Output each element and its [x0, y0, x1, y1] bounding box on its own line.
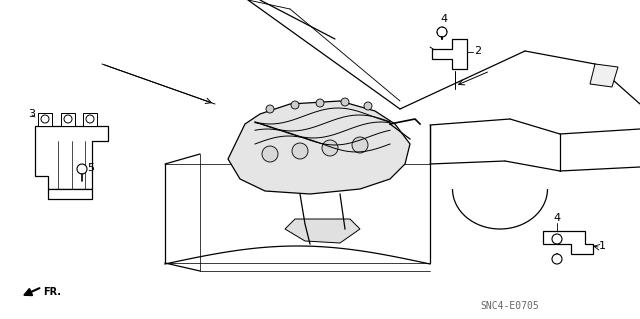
Circle shape — [552, 234, 562, 244]
Circle shape — [437, 27, 447, 37]
Circle shape — [364, 102, 372, 110]
Text: 1: 1 — [599, 241, 606, 251]
Polygon shape — [61, 113, 75, 126]
Circle shape — [322, 140, 338, 156]
Circle shape — [341, 98, 349, 106]
Text: 4: 4 — [554, 213, 561, 223]
Circle shape — [316, 99, 324, 107]
Text: 5: 5 — [87, 163, 94, 173]
Text: SNC4-E0705: SNC4-E0705 — [481, 301, 540, 311]
Text: 4: 4 — [440, 14, 447, 24]
Polygon shape — [83, 113, 97, 126]
Polygon shape — [590, 64, 618, 87]
Circle shape — [266, 105, 274, 113]
Polygon shape — [228, 101, 410, 194]
Polygon shape — [48, 189, 92, 199]
Polygon shape — [432, 39, 467, 69]
Text: FR.: FR. — [43, 287, 61, 297]
Circle shape — [77, 164, 87, 174]
Circle shape — [352, 137, 368, 153]
Text: 3: 3 — [28, 109, 35, 119]
Circle shape — [291, 101, 299, 109]
Circle shape — [41, 115, 49, 123]
Circle shape — [64, 115, 72, 123]
Text: 2: 2 — [474, 46, 481, 56]
Polygon shape — [285, 219, 360, 243]
Circle shape — [292, 143, 308, 159]
Polygon shape — [543, 231, 593, 254]
Polygon shape — [35, 126, 108, 189]
Polygon shape — [38, 113, 52, 126]
Circle shape — [86, 115, 94, 123]
Circle shape — [262, 146, 278, 162]
Circle shape — [552, 254, 562, 264]
